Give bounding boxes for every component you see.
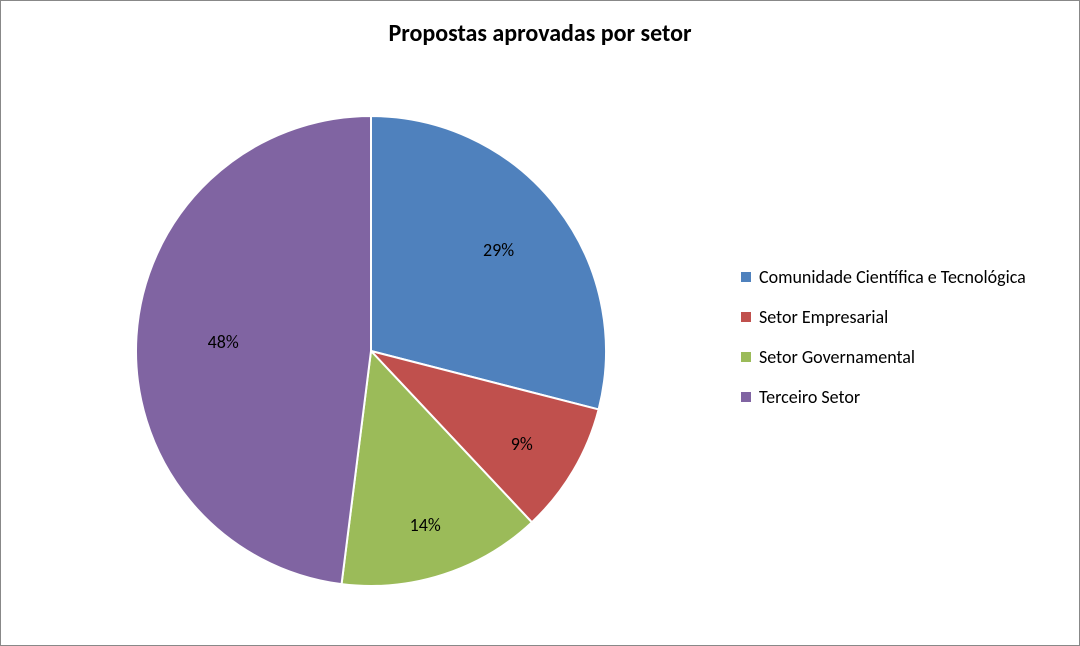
legend-label: Setor Empresarial: [759, 306, 888, 328]
legend-item: Setor Empresarial: [741, 306, 1026, 328]
legend-swatch: [741, 312, 751, 322]
pie-chart: [121, 101, 621, 601]
legend-label: Terceiro Setor: [759, 386, 860, 408]
pie-svg: [121, 101, 621, 601]
slice-label: 14%: [410, 514, 441, 536]
legend-item: Setor Governamental: [741, 346, 1026, 368]
legend: Comunidade Científica e Tecnológica Setor…: [741, 266, 1026, 426]
legend-label: Comunidade Científica e Tecnológica: [759, 266, 1026, 288]
legend-swatch: [741, 352, 751, 362]
legend-label: Setor Governamental: [759, 346, 915, 368]
slice-label: 29%: [483, 239, 514, 261]
legend-swatch: [741, 392, 751, 402]
legend-swatch: [741, 272, 751, 282]
chart-title: Propostas aprovadas por setor: [1, 19, 1079, 48]
legend-item: Comunidade Científica e Tecnológica: [741, 266, 1026, 288]
pie-slice: [136, 116, 371, 584]
chart-container: Propostas aprovadas por setor Comunidade…: [0, 0, 1080, 646]
slice-label: 48%: [208, 331, 239, 353]
slice-label: 9%: [511, 433, 533, 455]
legend-item: Terceiro Setor: [741, 386, 1026, 408]
